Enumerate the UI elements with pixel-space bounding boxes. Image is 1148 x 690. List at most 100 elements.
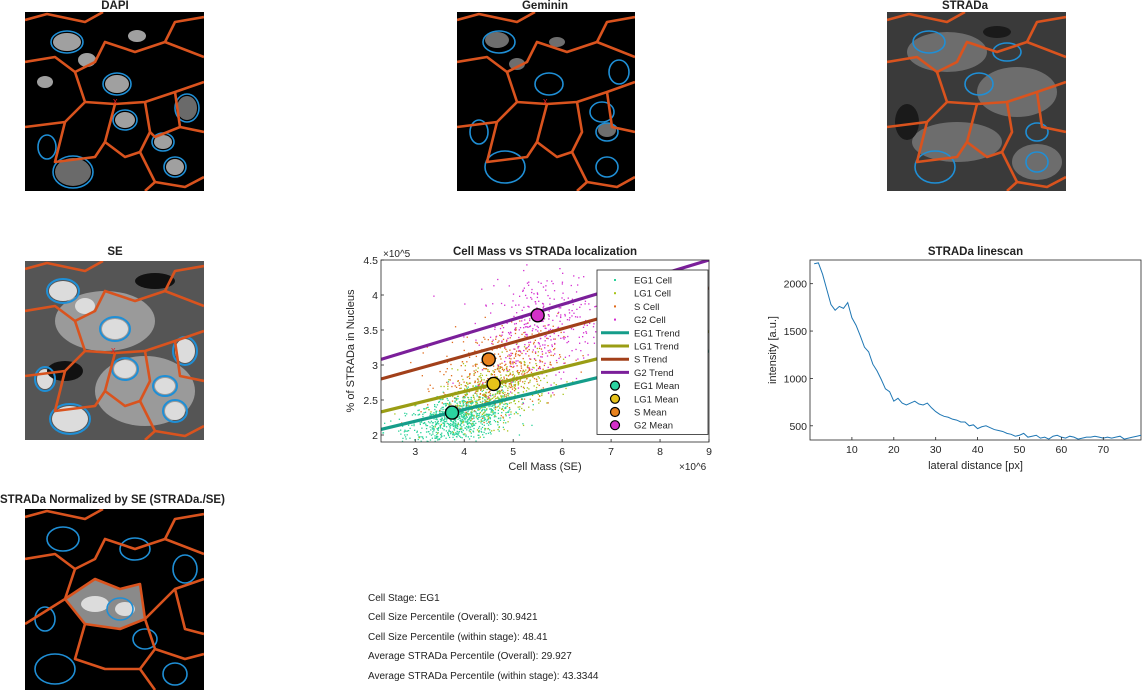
eg1-cell-point <box>475 412 477 414</box>
eg1-cell-point <box>422 415 424 418</box>
eg1-cell-point <box>466 422 468 425</box>
lg1-cell-point <box>477 383 479 386</box>
s-cell-point <box>488 370 490 373</box>
legend-g2-cell-swatch <box>614 318 616 321</box>
g2-cell-point <box>513 365 515 368</box>
s-cell-point <box>529 362 531 364</box>
g2-cell-point <box>585 332 588 334</box>
lg1-cell-point <box>498 390 500 393</box>
lg1-cell-point <box>490 373 493 375</box>
eg1-cell-point <box>446 422 448 425</box>
cell-info-block: Cell Stage: EG1 Cell Size Percentile (Ov… <box>368 589 599 686</box>
eg1-cell-point <box>506 403 509 406</box>
g2-cell-point <box>561 281 564 283</box>
eg1-cell-point <box>488 400 491 402</box>
s-cell-point <box>505 348 507 351</box>
eg1-cell-point <box>468 414 470 416</box>
lg1-cell-point <box>510 383 512 385</box>
eg1-cell-point <box>435 411 437 414</box>
linescan-ytick-label: 1500 <box>784 326 808 338</box>
eg1-cell-point <box>426 406 428 409</box>
g2-cell-point <box>537 281 540 283</box>
s-cell-point <box>494 395 496 397</box>
legend-eg1-mean-label: EG1 Mean <box>634 381 679 392</box>
g2-cell-point <box>506 322 508 324</box>
s-cell-point <box>501 341 503 343</box>
lg1-cell-point <box>505 394 508 396</box>
g2-cell-point <box>547 337 549 340</box>
eg1-cell-point <box>484 410 486 412</box>
g2-cell-point <box>542 306 544 309</box>
lg1-cell-point <box>469 382 472 384</box>
lg1-cell-point <box>507 387 509 389</box>
eg1-cell-point <box>477 414 479 417</box>
eg1-cell-point <box>472 430 474 432</box>
linescan-title: STRADa linescan <box>928 246 1023 258</box>
s-cell-point <box>479 381 481 383</box>
g2-cell-point <box>526 297 528 299</box>
eg1-cell-point <box>465 404 467 406</box>
s-cell-point <box>582 355 584 357</box>
lg1-cell-point <box>496 391 499 393</box>
s-cell-point <box>446 355 448 357</box>
lg1-cell-point <box>482 444 483 445</box>
g2-cell-point <box>545 352 547 354</box>
g2-cell-point <box>547 392 550 394</box>
eg1-cell-point <box>489 404 491 407</box>
s-cell-point <box>429 384 431 386</box>
g2-cell-point <box>546 355 549 357</box>
g2-cell-point <box>568 355 571 357</box>
eg1-cell-point <box>436 437 438 439</box>
s-cell-point <box>500 379 503 382</box>
g2-cell-point <box>557 326 560 328</box>
lg1-cell-point <box>428 409 430 411</box>
lg1-cell-point <box>478 408 480 411</box>
eg1-cell-point <box>462 402 464 405</box>
linescan-xtick-label: 50 <box>1014 444 1026 456</box>
legend-eg1-cell-swatch <box>614 279 616 281</box>
lg1-cell-point <box>523 382 526 385</box>
strada-title: STRADa <box>941 0 988 12</box>
lg1-cell-point <box>463 397 465 399</box>
s-cell-point <box>481 417 484 420</box>
g2-cell-point <box>541 320 543 323</box>
eg1-cell-point <box>475 440 477 442</box>
eg1-cell-point <box>482 400 484 402</box>
s-cell-point <box>465 385 467 387</box>
lg1-cell-point <box>457 445 458 446</box>
eg1-cell-point <box>461 401 464 403</box>
lg1-cell-point <box>479 436 482 438</box>
s-cell-point <box>509 373 512 375</box>
lg1-cell-point <box>524 380 526 383</box>
eg1-cell-point <box>503 403 505 406</box>
s-cell-point <box>484 394 487 397</box>
s-cell-point <box>475 365 477 367</box>
lg1-cell-point <box>466 402 468 405</box>
eg1-cell-point <box>470 416 472 418</box>
eg1-cell-point <box>462 399 464 402</box>
eg1-cell-point <box>474 400 476 402</box>
g2-cell-point <box>524 343 526 346</box>
eg1-cell-point <box>492 413 495 415</box>
eg1-cell-point <box>417 438 419 441</box>
eg1-cell-point <box>445 420 448 422</box>
eg1-cell-point <box>451 451 452 452</box>
g2-cell-point <box>539 361 541 363</box>
g2-cell-point <box>578 336 580 338</box>
g2-cell-point <box>475 339 477 341</box>
s-cell-point <box>487 395 489 398</box>
g2-cell-point <box>555 359 558 362</box>
eg1-cell-point <box>407 429 410 432</box>
eg1-cell-point <box>448 436 451 439</box>
eg1-cell-point <box>449 451 450 452</box>
lg1-cell-point <box>506 370 508 373</box>
lg1-cell-point <box>472 385 474 387</box>
g2-cell-point <box>548 324 550 326</box>
s-cell-point <box>510 358 512 360</box>
s-cell-point <box>455 386 458 388</box>
g2-cell-point <box>452 382 454 384</box>
eg1-cell-point <box>462 420 465 422</box>
se-micrograph: x <box>25 261 204 440</box>
eg1-cell-point <box>440 419 443 422</box>
eg1-cell-point <box>451 430 453 433</box>
